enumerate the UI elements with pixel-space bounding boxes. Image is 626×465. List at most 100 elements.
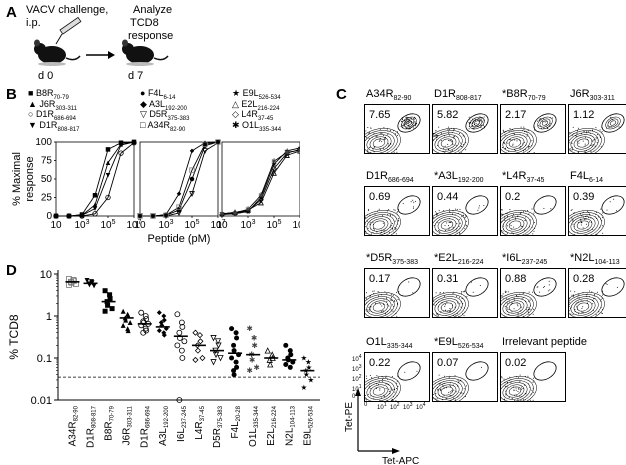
svg-text:✱: ✱ — [245, 206, 251, 214]
x-tick-label: 10 — [50, 220, 62, 231]
svg-text:★: ★ — [303, 370, 310, 379]
facs-y-tick: 104 — [352, 354, 362, 363]
facs-star: * — [502, 88, 507, 100]
data-point — [105, 194, 111, 201]
data-point: ★ — [271, 160, 277, 168]
data-point — [215, 139, 221, 145]
facs-plot-title: *A3L192-200 — [434, 170, 484, 184]
panel-a-letter: A — [6, 4, 17, 21]
facs-plot-title: *B8R70-79 — [502, 88, 546, 102]
data-point: ★ — [219, 211, 225, 219]
gate-percentage: 0.02 — [505, 357, 526, 369]
x-tick-label: 10 — [216, 220, 228, 231]
data-point — [176, 210, 182, 217]
data-point — [283, 342, 289, 348]
data-point — [194, 347, 202, 354]
legend-name: A3L — [148, 98, 165, 109]
facs-gate — [601, 195, 625, 215]
data-point — [158, 320, 164, 326]
svg-text:✱: ✱ — [246, 366, 253, 375]
data-point — [179, 355, 186, 361]
y-axis-label: % Maximalresponse — [11, 152, 36, 206]
mouse-icon — [122, 39, 169, 66]
facs-plot: 0.22 — [364, 352, 430, 402]
legend-subscript: 686-694 — [53, 115, 76, 122]
data-point — [84, 278, 90, 284]
facs-star: * — [570, 252, 575, 264]
data-point — [229, 355, 235, 361]
facs-gate — [533, 195, 557, 215]
facs-star: * — [502, 170, 507, 182]
y-tick-label: 0.1 — [37, 353, 52, 365]
data-point — [105, 302, 111, 308]
gate-percentage: 1.12 — [573, 109, 594, 121]
facs-epitope-name: Irrelevant peptide — [502, 336, 587, 348]
data-point — [102, 288, 108, 294]
legend-entry: ▼ D1R808-817 — [28, 120, 79, 133]
legend-symbol: △ — [232, 98, 242, 109]
data-point — [231, 348, 237, 354]
data-point — [137, 213, 143, 219]
legend-subscript: 82-90 — [169, 126, 186, 133]
y-tick-label: 50 — [41, 174, 53, 185]
facs-y-tick: 102 — [352, 374, 362, 383]
facs-axes-legend: Tet-PE Tet-APC — [344, 388, 419, 464]
data-point — [233, 359, 239, 365]
y-tick-label: 0 — [46, 211, 52, 222]
facs-star: * — [366, 252, 371, 264]
legend-entry: △ E2L216-224 — [232, 99, 279, 112]
facs-gate — [533, 113, 557, 133]
x-category-label: N2L104-113 — [284, 405, 296, 446]
data-point — [107, 292, 113, 298]
data-point: ✱ — [284, 149, 290, 157]
gate-percentage: 0.22 — [369, 357, 390, 369]
data-point — [176, 397, 183, 403]
facs-epitope-name: A3L — [438, 170, 458, 182]
facs-epitope-name: I6L — [506, 252, 522, 264]
data-point — [258, 199, 264, 206]
legend-symbol: ■ — [28, 88, 36, 98]
data-point — [138, 322, 145, 329]
data-point — [118, 142, 124, 148]
facs-y-tick: 0 — [352, 394, 356, 400]
data-point — [267, 361, 274, 368]
svg-text:★: ★ — [300, 354, 307, 363]
panel-b-letter: B — [6, 86, 17, 103]
facs-plot-title: *D5R375-383 — [366, 252, 418, 266]
data-point — [178, 319, 185, 326]
legend-symbol: ◆ — [140, 98, 149, 109]
data-point — [189, 167, 195, 173]
facs-gate — [397, 113, 421, 133]
facs-epitope-name: J6R — [570, 88, 590, 100]
legend-entry: ◇ L4R37-45 — [232, 109, 273, 122]
facs-plot: 0.31 — [432, 268, 498, 318]
data-point: ✱ — [219, 210, 225, 218]
mouse-icon — [34, 39, 81, 66]
facs-plot-title: *E9L526-534 — [434, 336, 484, 350]
data-point — [107, 296, 113, 302]
data-point — [66, 213, 72, 219]
x-tick-label: 105 — [184, 219, 199, 231]
day0-label: d 0 — [38, 70, 54, 82]
legend-subscript: 37-45 — [257, 115, 274, 122]
data-point — [264, 347, 271, 354]
facs-plot: 0.17 — [364, 268, 430, 318]
facs-plot-title: A34R82-90 — [366, 88, 411, 102]
data-point: ★ — [303, 370, 310, 379]
facs-plot: 0.69 — [364, 186, 430, 236]
svg-text:✱: ✱ — [246, 324, 253, 333]
data-point — [210, 335, 217, 342]
x-category-label: L4R37-45 — [194, 405, 206, 439]
svg-text:✱: ✱ — [251, 341, 258, 350]
facs-epitope-name: D1R — [434, 88, 457, 100]
facs-star: * — [434, 170, 439, 182]
facs-x-tick: 104 — [416, 402, 426, 411]
data-point — [156, 328, 162, 334]
data-point — [176, 191, 182, 197]
plot-frame — [221, 141, 300, 217]
facs-epitope-sub: 686-694 — [388, 177, 414, 185]
legend-symbol: ▽ — [140, 109, 150, 119]
route-label: i.p. — [26, 17, 41, 29]
legend-subscript: 6-14 — [163, 94, 176, 101]
